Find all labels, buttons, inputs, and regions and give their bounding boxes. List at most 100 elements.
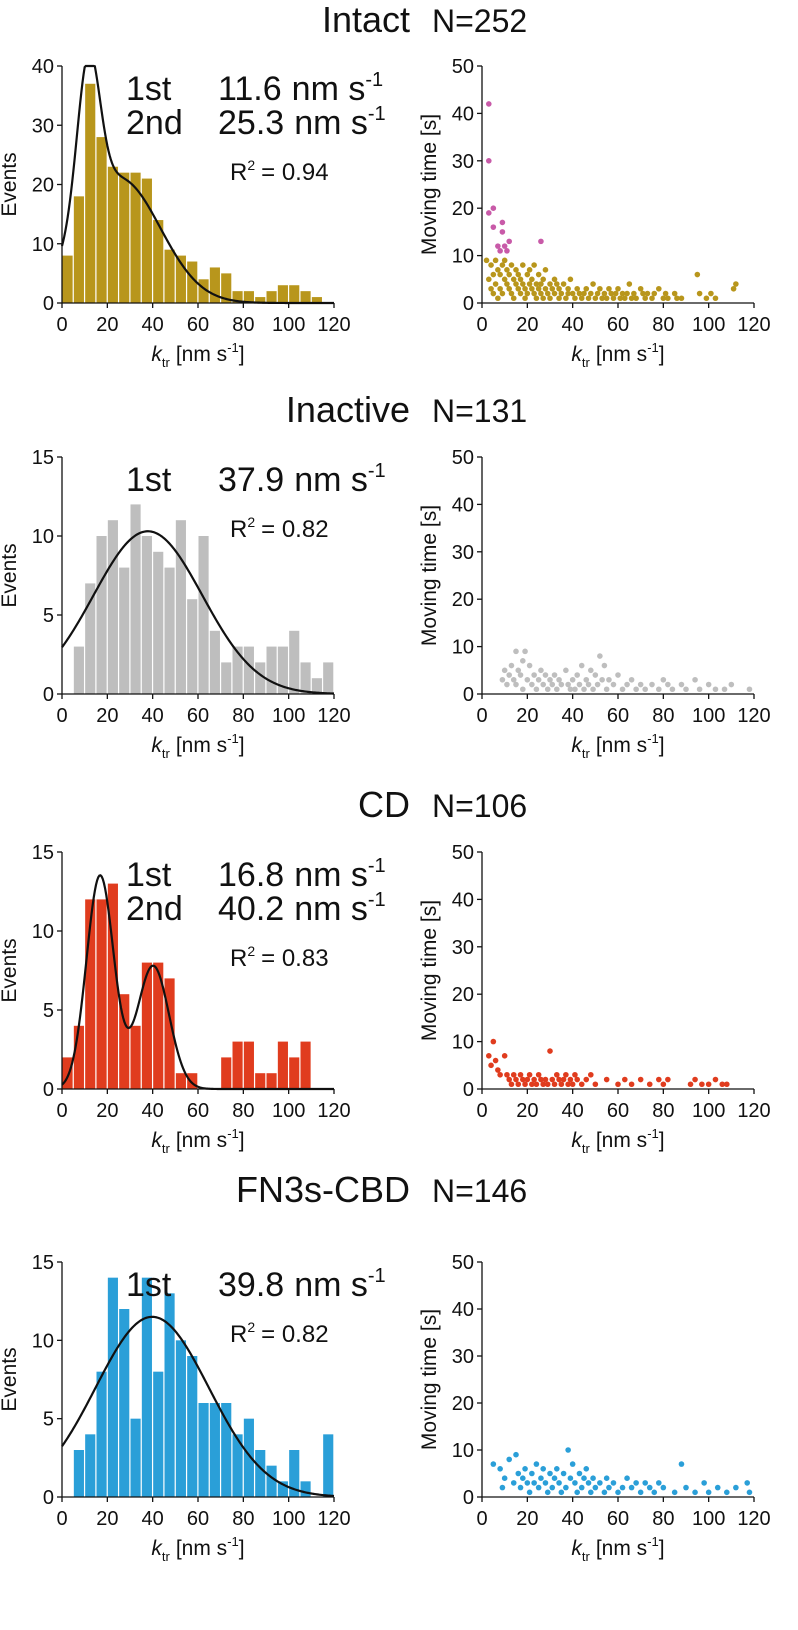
- scatter-point: [531, 290, 537, 297]
- scatter-point: [520, 658, 526, 664]
- scatter-point: [535, 285, 542, 292]
- scatter-point: [733, 1484, 739, 1491]
- histogram-bar: [198, 1403, 209, 1497]
- scatter-point: [510, 1071, 517, 1078]
- scatter-point: [504, 267, 510, 273]
- histogram-bar: [255, 1450, 266, 1497]
- scatter-point: [601, 290, 608, 297]
- scatter-point: [533, 1461, 540, 1467]
- scatter-point: [490, 1038, 497, 1045]
- x-tick-label: 0: [476, 705, 487, 727]
- histogram-bar: [266, 646, 277, 694]
- x-tick-label: 80: [652, 314, 674, 336]
- scatter-point: [646, 1081, 653, 1088]
- scatter-point: [508, 1081, 515, 1088]
- scatter-point: [563, 667, 569, 674]
- scatter-point: [708, 290, 714, 297]
- scatter-point: [529, 285, 535, 292]
- scatter-plot: 0 10 20 30 40 50 0 20 40 60 80 100 120 Moving time [s…: [418, 842, 771, 1156]
- fit-component-label: 2nd: [126, 104, 183, 142]
- y-tick-label: 50: [452, 842, 474, 864]
- x-axis-label: ktr [nm s-1]: [151, 1126, 244, 1156]
- scatter-point: [660, 295, 667, 302]
- scatter-point: [603, 1076, 610, 1083]
- scatter-point: [569, 1461, 576, 1467]
- histogram-bar: [85, 83, 96, 304]
- scatter-point: [619, 686, 626, 693]
- scatter-point: [560, 1076, 567, 1083]
- scatter-point: [603, 1475, 610, 1481]
- histogram-bar: [119, 994, 130, 1089]
- scatter-point: [490, 271, 497, 278]
- r-squared: R2 = 0.83: [230, 943, 329, 972]
- scatter-point: [520, 1076, 526, 1083]
- fit-component-value: 11.6 nm s-1: [218, 69, 383, 108]
- y-axis-label: Events: [0, 1347, 21, 1411]
- scatter-point: [585, 681, 592, 688]
- scatter-point: [567, 1475, 574, 1481]
- scatter-point: [590, 686, 596, 693]
- scatter-point: [683, 686, 689, 693]
- scatter-point: [606, 1484, 612, 1491]
- histogram-bar: [232, 1434, 243, 1497]
- x-tick-label: 100: [692, 1508, 725, 1530]
- x-tick-label: 100: [692, 314, 725, 336]
- y-tick-label: 10: [452, 1032, 474, 1054]
- scatter-point: [565, 1447, 571, 1453]
- scatter-point: [542, 267, 549, 273]
- y-tick-label: 15: [32, 447, 54, 469]
- scatter-point: [547, 295, 553, 302]
- scatter-point: [692, 1489, 698, 1496]
- scatter-point: [497, 1071, 503, 1078]
- y-axis-label: Moving time [s]: [418, 114, 441, 255]
- histogram-bar: [85, 1434, 96, 1497]
- scatter-point: [599, 676, 605, 683]
- x-tick-label: 80: [232, 1508, 254, 1530]
- scatter-point: [692, 676, 698, 683]
- y-tick-label: 10: [32, 921, 54, 943]
- scatter-point: [705, 1489, 712, 1496]
- r-squared: R2 = 0.94: [230, 157, 329, 186]
- scatter-point: [703, 295, 710, 302]
- histogram-bar: [289, 285, 300, 303]
- scatter-point: [524, 676, 531, 683]
- panel-title: CD: [358, 784, 410, 825]
- panel-n-count: N=106: [432, 788, 527, 824]
- histogram-bar: [130, 1025, 141, 1089]
- histogram-bar: [232, 1041, 243, 1089]
- scatter-point: [495, 1067, 501, 1073]
- scatter-point: [724, 1081, 730, 1088]
- x-tick-label: 80: [232, 1100, 254, 1122]
- scatter-point: [696, 290, 703, 297]
- scatter-point: [520, 281, 526, 287]
- scatter-point: [617, 295, 624, 302]
- y-tick-label: 20: [32, 175, 54, 197]
- scatter-point: [538, 290, 544, 297]
- scatter-point: [542, 285, 549, 292]
- scatter-point: [531, 1480, 537, 1486]
- scatter-point: [590, 1475, 596, 1481]
- scatter-outlier-point: [538, 238, 544, 245]
- scatter-point: [513, 1451, 519, 1458]
- fit-component-label: 1st: [126, 1266, 172, 1304]
- y-tick-label: 15: [32, 1252, 54, 1274]
- scatter-point: [533, 686, 540, 693]
- scatter-point: [578, 1484, 585, 1491]
- scatter-point: [540, 295, 546, 302]
- fit-component-label: 1st: [126, 856, 172, 894]
- scatter-point: [526, 281, 533, 287]
- x-tick-label: 20: [516, 314, 538, 336]
- scatter-point: [531, 262, 537, 268]
- y-tick-label: 50: [452, 56, 474, 78]
- scatter-point: [656, 686, 662, 693]
- x-tick-label: 20: [96, 705, 118, 727]
- y-tick-label: 20: [452, 198, 474, 220]
- scatter-point: [705, 1081, 712, 1088]
- scatter-point: [588, 290, 594, 297]
- y-axis-label: Events: [0, 543, 21, 607]
- scatter-point: [665, 681, 671, 688]
- histogram-bar: [266, 1073, 277, 1089]
- scatter-point: [669, 686, 676, 693]
- scatter-point: [554, 1466, 560, 1472]
